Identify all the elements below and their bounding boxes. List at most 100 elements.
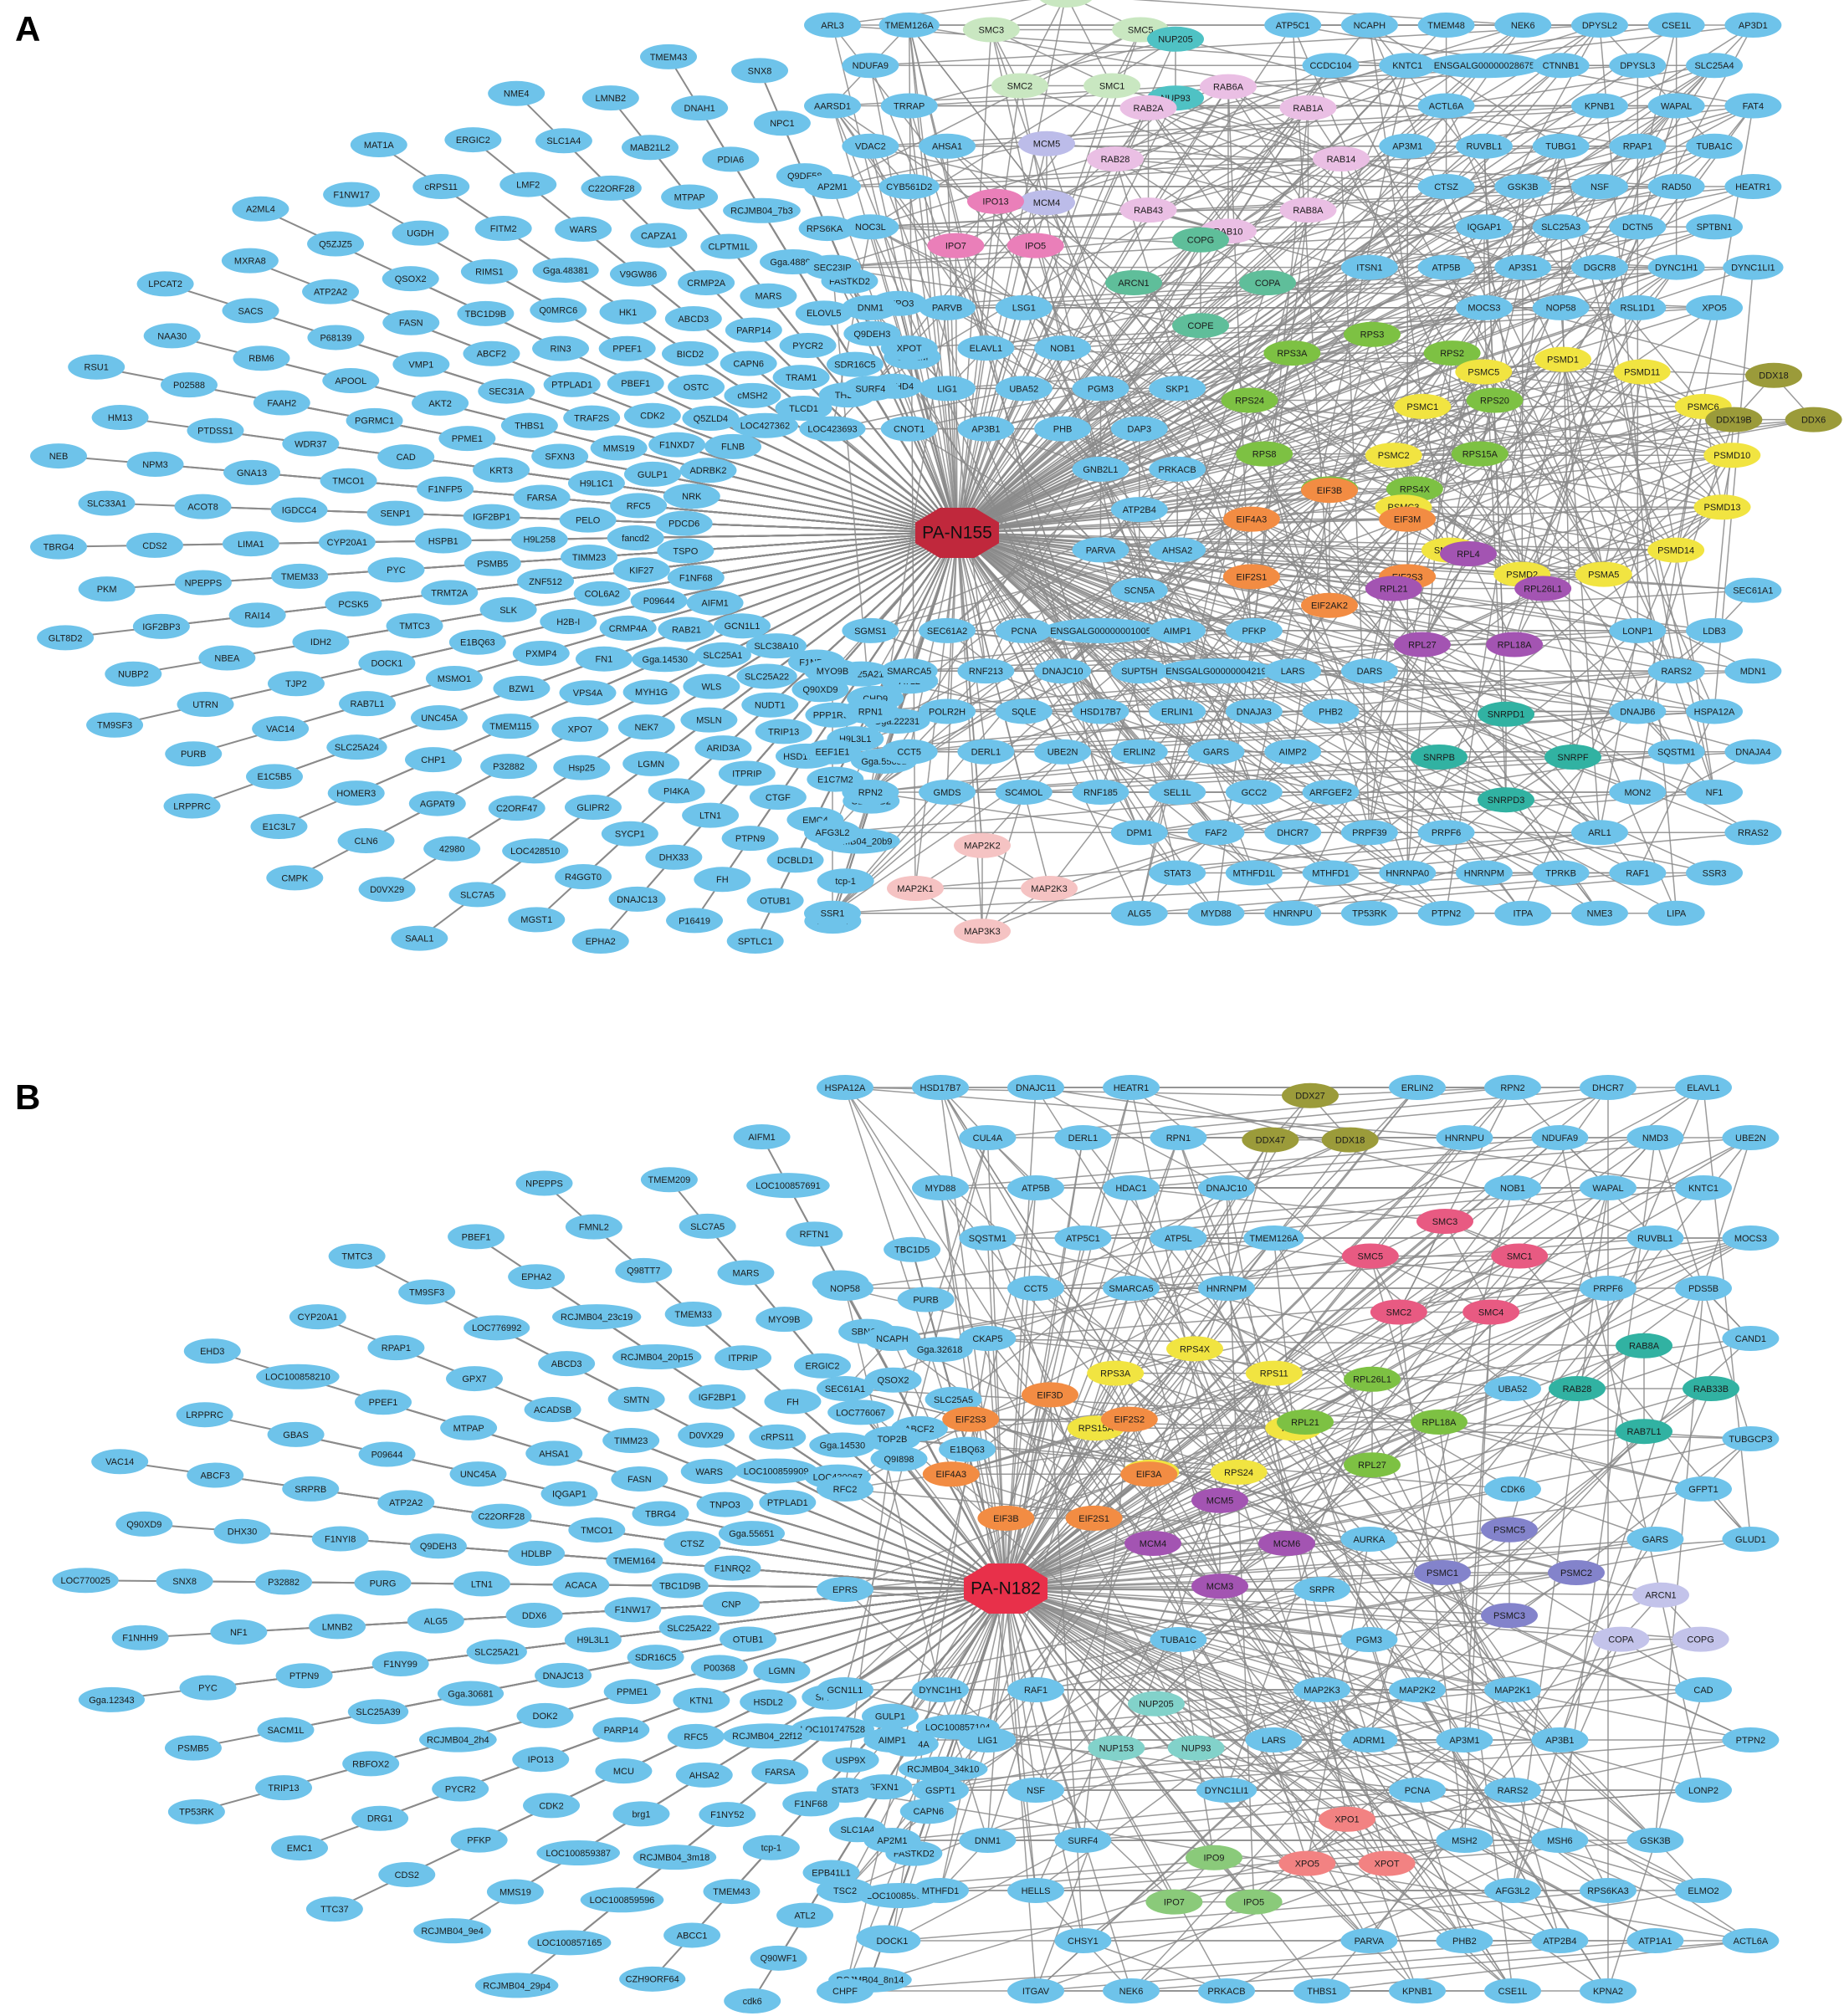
node-label: NDUFA9 xyxy=(853,61,889,71)
node-shape xyxy=(450,1827,508,1853)
node: VAC14 xyxy=(252,716,310,742)
node-shape xyxy=(1340,820,1398,846)
node-shape xyxy=(1570,820,1628,846)
node-shape xyxy=(302,279,360,304)
node-label: SLC25A21 xyxy=(474,1648,519,1658)
node: TMEM126A xyxy=(878,13,940,38)
edge xyxy=(1114,1373,1656,1841)
node: CNP xyxy=(703,1591,761,1617)
node: RPS24 xyxy=(1221,387,1278,413)
node: ZNF512 xyxy=(517,568,575,594)
edge xyxy=(1005,1488,1514,1589)
node: NF1 xyxy=(210,1619,268,1645)
edge xyxy=(956,85,1021,534)
node-shape xyxy=(1157,658,1275,684)
node-label: CRMP2A xyxy=(687,279,726,289)
node-label: UBA52 xyxy=(1009,384,1038,394)
node-shape xyxy=(448,629,506,655)
node: TUBA1C xyxy=(1150,1627,1207,1652)
node-label: CHP1 xyxy=(421,755,445,765)
node-label: EIF2S1 xyxy=(1078,1514,1109,1524)
node: FASN xyxy=(382,310,440,335)
node-shape xyxy=(404,747,462,773)
edge xyxy=(1148,1473,1370,1540)
node-label: RSU1 xyxy=(85,363,109,373)
node: C22ORF28 xyxy=(581,175,642,201)
node-shape xyxy=(270,497,328,523)
node-shape xyxy=(551,716,609,742)
node-label: RUVBL1 xyxy=(1637,1234,1673,1244)
node-label: EIF2S2 xyxy=(1114,1415,1145,1425)
node: TRIP13 xyxy=(255,1775,313,1801)
node-label: LMNB2 xyxy=(322,1622,353,1632)
node: CDK2 xyxy=(623,402,681,428)
node: LIG1 xyxy=(919,376,976,402)
node: ATP5C1 xyxy=(1054,1225,1112,1251)
node: RPS3A xyxy=(1263,340,1321,366)
node-shape xyxy=(607,371,664,397)
edge xyxy=(956,532,1447,914)
edge xyxy=(1522,506,1723,576)
node: cRPS11 xyxy=(749,1424,807,1450)
node-shape xyxy=(412,390,469,416)
node: POLR2H xyxy=(919,698,976,724)
node-label: ARL3 xyxy=(821,21,844,31)
node-shape xyxy=(612,557,670,583)
node: EPHA2 xyxy=(508,1264,566,1290)
node: CMPK xyxy=(266,865,324,891)
node: IDH2 xyxy=(292,629,350,655)
node: ELAVL1 xyxy=(957,335,1015,361)
node: LMNB2 xyxy=(581,85,639,111)
node: DYNC1H1 xyxy=(912,1677,969,1702)
node-shape xyxy=(751,1758,809,1784)
node-label: GBAS xyxy=(283,1430,309,1440)
node: RIMS1 xyxy=(460,258,518,284)
node-shape xyxy=(1723,254,1784,280)
node-label: PCNA xyxy=(1405,1786,1431,1796)
node: PSMD1 xyxy=(1534,346,1591,372)
edge xyxy=(1176,387,1394,456)
node-label: RPL27 xyxy=(1358,1461,1386,1471)
node-shape xyxy=(267,671,325,697)
node-shape xyxy=(746,1173,830,1199)
edge xyxy=(1263,352,1452,455)
edge xyxy=(1253,107,1309,631)
node-shape xyxy=(842,53,899,79)
node: RPS6KA3 xyxy=(798,216,856,242)
node: SFXN3 xyxy=(531,443,589,469)
node-label: VDAC2 xyxy=(855,142,886,152)
node: TMTC3 xyxy=(386,613,443,639)
node-shape xyxy=(809,1432,876,1458)
edge xyxy=(956,105,1601,534)
node: LGMN xyxy=(753,1658,811,1684)
node-label: VAC14 xyxy=(266,724,295,734)
node-shape xyxy=(1570,900,1628,926)
node-shape xyxy=(358,650,416,676)
node-label: HNRNPU xyxy=(1445,1133,1484,1144)
node-shape xyxy=(686,590,744,616)
node-shape xyxy=(1149,537,1206,563)
node-shape xyxy=(257,1717,315,1742)
node-shape xyxy=(1417,900,1475,926)
node-shape xyxy=(804,174,861,200)
node-shape xyxy=(842,617,899,643)
node-shape xyxy=(1686,133,1744,159)
node-label: AHSA2 xyxy=(1162,545,1192,555)
node: DARS xyxy=(1340,658,1398,684)
node: PTPN9 xyxy=(721,826,779,852)
node-shape xyxy=(213,1518,271,1544)
node: F1NFP5 xyxy=(417,476,474,502)
node-shape xyxy=(995,294,1053,320)
node-shape xyxy=(78,576,136,602)
edge xyxy=(956,518,1252,534)
node-label: LIG1 xyxy=(937,384,957,394)
node-shape xyxy=(510,526,568,552)
node: TM9SF3 xyxy=(86,712,144,738)
node-shape xyxy=(176,1402,233,1428)
node-shape xyxy=(1279,95,1337,120)
node: LOC776992 xyxy=(464,1315,530,1341)
node-shape xyxy=(78,490,136,516)
node-shape xyxy=(742,1834,800,1860)
node-label: LOC770025 xyxy=(61,1576,110,1586)
node: SLC38A10 xyxy=(745,633,807,659)
